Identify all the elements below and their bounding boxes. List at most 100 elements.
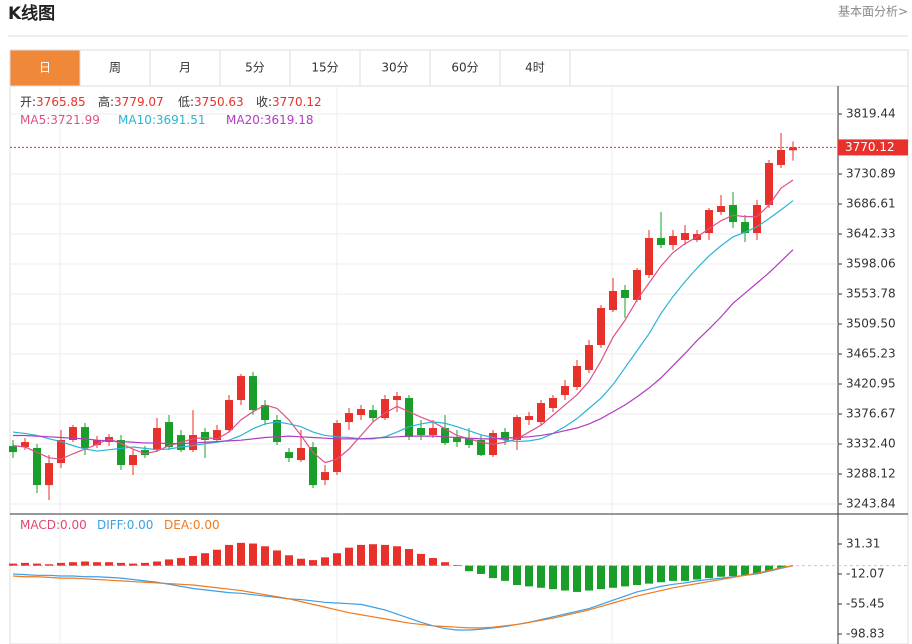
tab[interactable]	[9, 49, 81, 87]
macd-bar	[513, 565, 521, 586]
legend-label: 低:	[178, 95, 194, 109]
tab-label[interactable]: 15分	[311, 61, 338, 75]
legend-value: 3770.12	[272, 95, 322, 109]
candle-body	[9, 446, 17, 453]
tab-label[interactable]: 4时	[525, 61, 545, 75]
candle-body	[465, 438, 473, 446]
line-series	[12, 179, 794, 464]
candle-body	[261, 405, 269, 421]
macd-bar	[645, 565, 653, 584]
macd-bar	[189, 555, 197, 566]
line-series	[12, 565, 794, 631]
legend-label: DIFF:	[97, 518, 127, 532]
macd-bar	[93, 562, 101, 566]
macd-bar	[177, 558, 185, 566]
tab[interactable]	[429, 49, 501, 87]
macd-bar	[693, 565, 701, 580]
line-series	[12, 200, 794, 452]
legend-item: 低:3750.63	[178, 95, 244, 109]
candle-body	[705, 210, 713, 234]
candle-body	[81, 427, 89, 449]
macd-bar	[165, 559, 173, 566]
candle-body	[453, 438, 461, 443]
macd-bar	[69, 562, 77, 566]
candle-body	[153, 428, 161, 451]
fundamental-link[interactable]: 基本面分析>	[838, 5, 908, 19]
legend-item: 高:3779.07	[98, 94, 164, 109]
macd-bar	[129, 563, 137, 566]
legend-value: 3691.51	[156, 113, 206, 127]
y-tick-label: 3553.78	[846, 287, 896, 301]
candle-body	[357, 409, 365, 416]
macd-bar	[405, 549, 413, 566]
macd-bar	[525, 565, 533, 587]
y-tick-label: -98.83	[846, 627, 885, 641]
tab-label[interactable]: 周	[109, 61, 121, 75]
macd-bar	[153, 561, 161, 566]
macd-bar	[489, 565, 497, 579]
panels	[10, 86, 908, 644]
tab-label[interactable]: 30分	[381, 61, 408, 75]
macd-bar	[33, 563, 41, 566]
candle-body	[237, 376, 245, 401]
legend-item: DIFF:0.00	[97, 518, 153, 532]
macd-bar	[369, 544, 377, 566]
candle-body	[753, 205, 761, 234]
candle-body	[273, 420, 281, 443]
candle-body	[45, 463, 53, 486]
tab-label[interactable]: 月	[179, 61, 191, 75]
macd-bar	[333, 553, 341, 566]
candle-body	[225, 400, 233, 431]
macd-bar	[81, 561, 89, 566]
macd-bar	[597, 565, 605, 590]
tab-label[interactable]: 60分	[451, 61, 478, 75]
candle-body	[525, 416, 533, 421]
macd-bar	[393, 546, 401, 566]
candle-body	[285, 452, 293, 459]
macd-bar	[285, 555, 293, 566]
y-tick-label: 3288.12	[846, 467, 896, 481]
legend-item: MACD:0.00	[20, 518, 87, 532]
tab[interactable]	[359, 49, 431, 87]
macd-bar	[549, 565, 557, 590]
tab[interactable]	[219, 49, 291, 87]
macd-bar	[573, 565, 581, 592]
tab-label[interactable]: 5分	[245, 61, 265, 75]
tab[interactable]	[79, 49, 151, 87]
candle-body	[381, 399, 389, 419]
macd-bar	[345, 547, 353, 566]
macd-bar	[417, 553, 425, 566]
y-tick-label: 3686.61	[846, 196, 896, 210]
tab[interactable]	[499, 49, 571, 87]
macd-bar	[21, 562, 29, 566]
macd-bar	[477, 565, 485, 574]
macd-bar	[729, 565, 737, 577]
line-series	[12, 565, 794, 629]
candle-body	[681, 233, 689, 240]
candle-body	[585, 345, 593, 371]
legend-label: DEA:	[164, 518, 193, 532]
legend-value: 3765.85	[36, 95, 86, 109]
macd-bar	[141, 562, 149, 566]
last-price-label: 3770.12	[845, 140, 895, 154]
macd-bar	[453, 564, 461, 566]
macd-bar	[45, 564, 53, 566]
legend-value: 3779.07	[114, 95, 164, 109]
candle-body	[213, 430, 221, 441]
macd-bar	[465, 565, 473, 572]
candle-body	[405, 397, 413, 438]
legend-value: 0.00	[193, 518, 220, 532]
y-tick-label: 3420.95	[846, 377, 896, 391]
macd-bar	[741, 565, 749, 576]
macd-bar	[249, 543, 257, 566]
macd-bar	[609, 565, 617, 588]
y-tick-label: 3819.44	[846, 106, 896, 120]
tab[interactable]	[149, 49, 221, 87]
candle-body	[57, 440, 65, 464]
candle-body	[657, 238, 665, 245]
legend-item: DEA:0.00	[164, 518, 220, 532]
candle-body	[105, 437, 113, 443]
chart-frame	[9, 49, 909, 644]
tab-label[interactable]: 日	[39, 61, 51, 75]
